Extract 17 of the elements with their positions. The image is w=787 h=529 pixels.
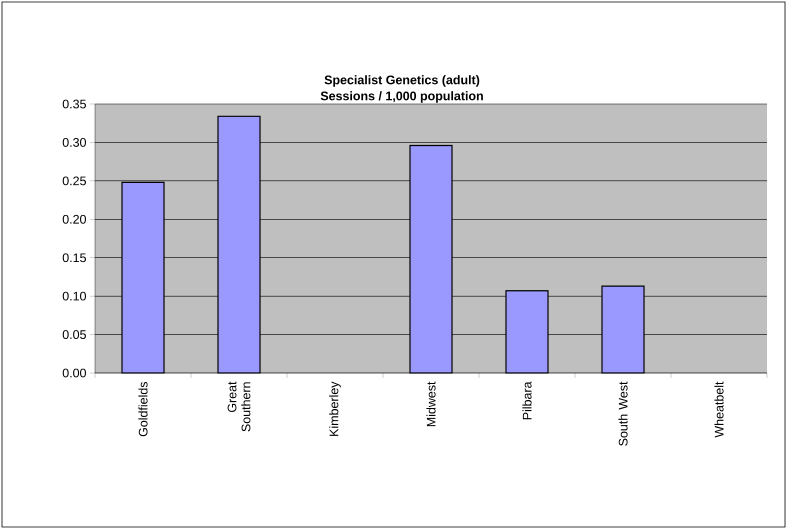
y-tick-label: 0.20: [62, 214, 86, 224]
x-tick-label: Midwest: [426, 382, 436, 426]
y-tick-label: 0.00: [62, 368, 86, 378]
y-tick-label: 0.25: [62, 176, 86, 186]
chart-title: Specialist Genetics (adult): [324, 75, 480, 87]
y-tick-label: 0.05: [62, 330, 86, 339]
x-tick-label: Great Southern: [228, 382, 250, 432]
x-tick-label: Wheatbelt: [714, 382, 724, 438]
y-tick-label: 0.10: [62, 292, 86, 301]
x-tick-label: Goldfields: [138, 382, 148, 436]
y-tick-label: 0.35: [62, 100, 86, 108]
x-tick-label: South West: [618, 382, 628, 446]
y-tick-label: 0.30: [62, 138, 86, 147]
y-tick-label: 0.15: [62, 253, 86, 262]
chart-subtitle: Sessions / 1,000 population: [320, 91, 483, 103]
x-tick-label: Pilbara: [522, 382, 532, 420]
x-tick-label: Kimberley: [329, 382, 341, 436]
